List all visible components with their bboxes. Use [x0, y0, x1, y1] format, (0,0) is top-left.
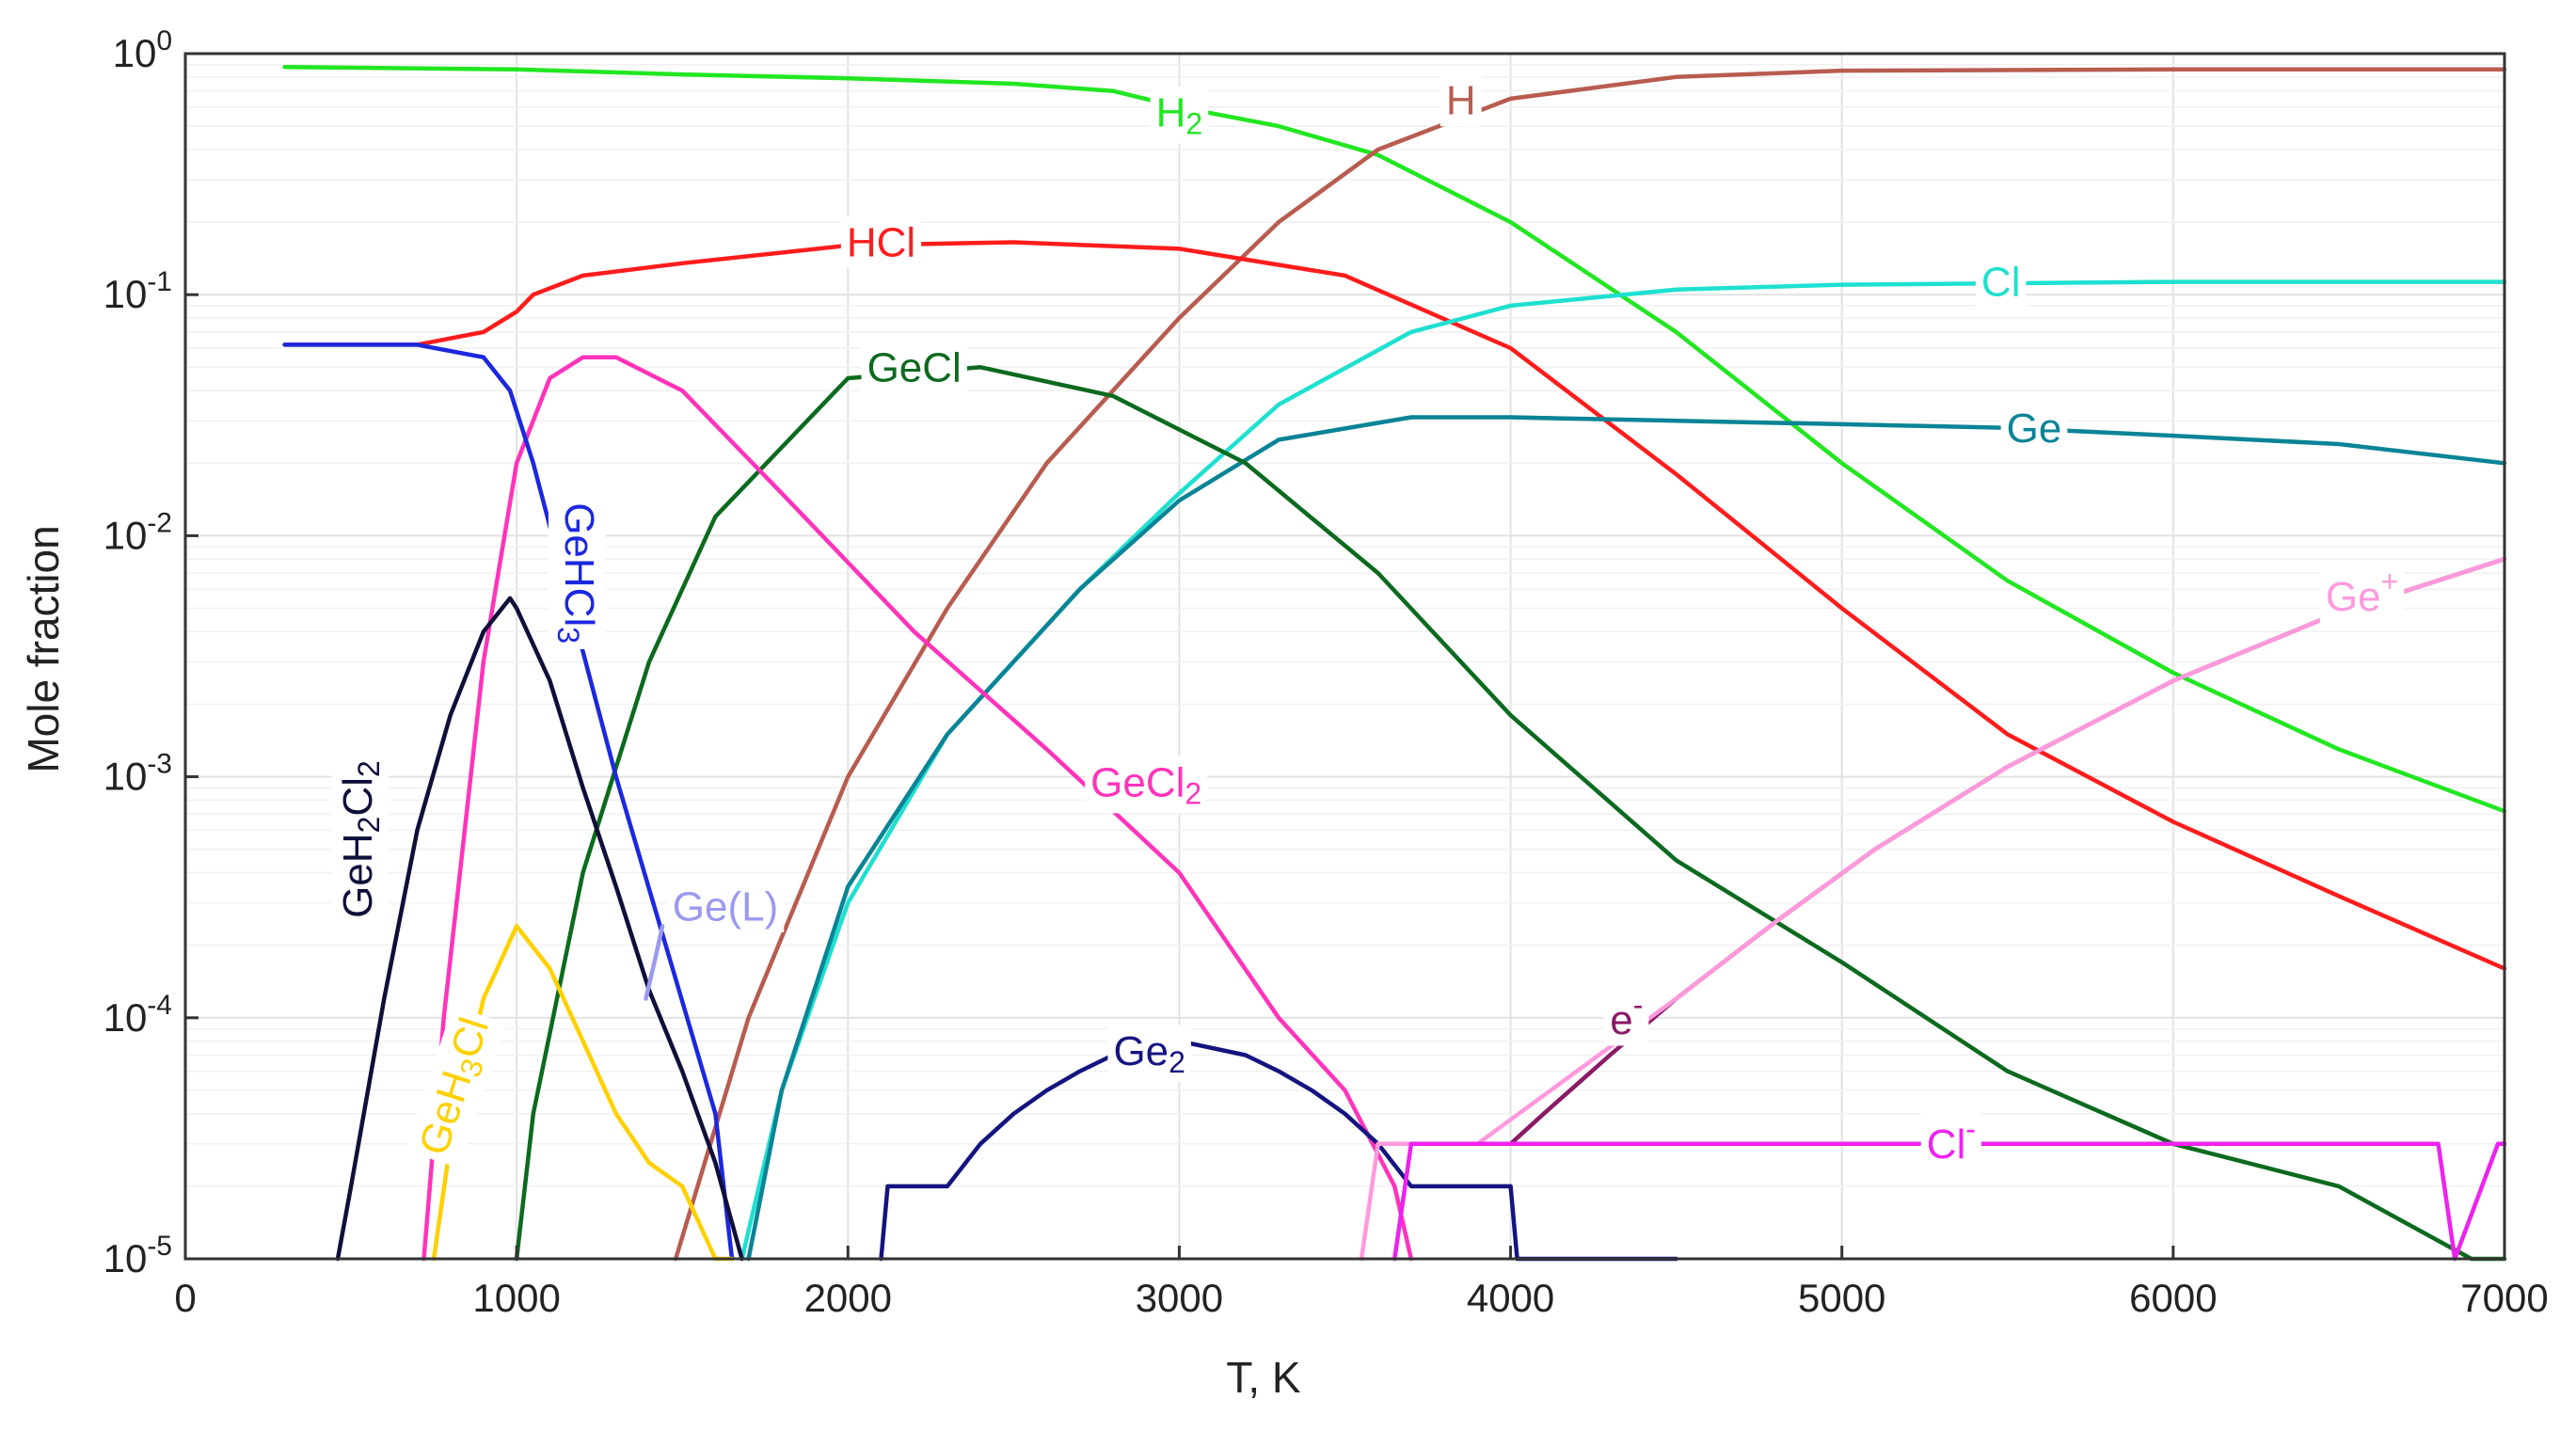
series-label-Ge+: Ge+	[2319, 561, 2405, 623]
series-label-text: Ge+	[2326, 564, 2398, 620]
series-label-background	[1439, 74, 1482, 127]
y-tick-label: 10-3	[103, 749, 172, 799]
series-label-Ge: Ge	[2000, 402, 2068, 454]
series-line-GeCl	[514, 365, 2507, 1262]
x-axis-label: T, K	[1226, 1353, 1301, 1402]
series-lines	[282, 64, 2507, 1262]
series-label-background	[1975, 256, 2027, 309]
series-label-background	[2319, 561, 2405, 623]
series-label-background	[861, 341, 967, 393]
series-line-GeH2Cl2	[335, 596, 744, 1262]
series-label-text: H	[1446, 77, 1476, 123]
series-label-Cl-: Cl-	[1920, 1108, 1982, 1170]
series-label-background	[666, 880, 785, 932]
series-label-text: GeCl	[867, 344, 962, 390]
series-label-GeH2Cl2: GeH2Cl2	[331, 755, 390, 924]
x-tick-label: 0	[174, 1276, 196, 1320]
series-line-HCl	[282, 240, 2507, 971]
series-label-background	[1107, 1025, 1191, 1082]
series-label-text: e-	[1610, 988, 1643, 1043]
series-label-background	[840, 216, 922, 268]
series-label-background	[405, 1006, 507, 1169]
series-label-text: Ge(L)	[673, 883, 778, 930]
series-label-text: Cl-	[1927, 1112, 1976, 1168]
x-tick-label: 4000	[1467, 1276, 1554, 1320]
y-tick-label: 10-1	[103, 266, 172, 316]
series-label-background	[1604, 985, 1649, 1046]
x-tick-label: 5000	[1798, 1276, 1885, 1320]
series-label-e-: e-	[1604, 985, 1649, 1046]
series-label-text: GeCl2	[1090, 759, 1201, 811]
series-line-Cl	[739, 279, 2507, 1262]
series-line-Ge(L)	[644, 924, 665, 1001]
series-line-H	[673, 67, 2507, 1262]
series-label-H2: H2	[1150, 87, 1209, 144]
x-tick-label: 3000	[1136, 1276, 1223, 1320]
x-tick-label: 6000	[2129, 1276, 2217, 1320]
series-line-Ge	[746, 415, 2507, 1262]
series-line-Ge2	[879, 1039, 1678, 1262]
x-tick-label: 2000	[804, 1276, 892, 1320]
series-label-text: Ge	[2007, 405, 2062, 451]
series-label-background	[1085, 755, 1208, 814]
series-label-text: Cl	[1981, 259, 2021, 305]
y-tick-label: 10-2	[103, 507, 172, 557]
y-tick-label: 10-4	[103, 990, 172, 1040]
series-label-text: HCl	[847, 219, 915, 265]
series-label-background	[549, 497, 606, 650]
series-label-text: GeH2Cl2	[335, 760, 387, 918]
series-line-H2	[282, 64, 2507, 814]
y-tick-label: 100	[113, 25, 172, 75]
series-label-background	[2000, 402, 2068, 454]
x-tick-label: 1000	[472, 1276, 560, 1320]
series-label-text: Ge2	[1113, 1027, 1185, 1079]
y-axis-label: Mole fraction	[19, 525, 68, 772]
series-label-Cl: Cl	[1975, 256, 2027, 309]
plot-frame	[183, 52, 2506, 1261]
y-tick-label: 10-5	[103, 1231, 172, 1280]
axis-ticks: 0 1000 2000 3000 4000 5000 6000 7000 10-5 10-4 10-…	[103, 25, 2549, 1320]
series-label-Ge2: Ge2	[1107, 1025, 1191, 1082]
series-label-GeCl2: GeCl2	[1085, 755, 1208, 814]
series-label-text: H2	[1156, 89, 1203, 141]
series-label-HCl: HCl	[840, 216, 922, 268]
series-label-text: GeHCl3	[551, 502, 603, 644]
series-label-GeHCl3: GeHCl3	[549, 497, 606, 650]
series-line-GeCl2	[421, 355, 1414, 1262]
series-label-background	[331, 755, 390, 924]
series-label-background	[1920, 1108, 1982, 1170]
series-labels: H2HHClClGeGeClGeCl2GeHCl3GeH2Cl2GeH3ClGe…	[331, 74, 2405, 1170]
series-label-GeCl: GeCl	[861, 341, 967, 393]
series-label-background	[1150, 87, 1209, 144]
series-label-H: H	[1439, 74, 1482, 127]
series-label-Ge(L): Ge(L)	[666, 880, 785, 932]
x-tick-label: 7000	[2460, 1276, 2548, 1320]
